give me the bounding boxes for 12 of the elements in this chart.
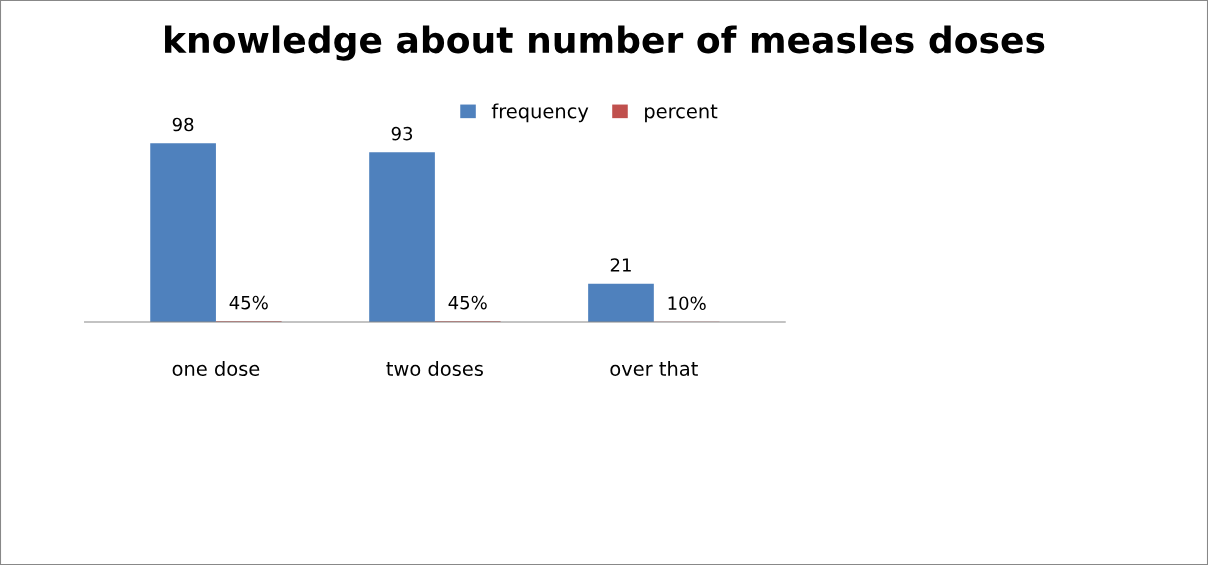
data-label: 45% <box>448 295 487 310</box>
data-label: 21 <box>610 258 631 272</box>
data-label: 10% <box>668 296 706 311</box>
x-tick-label: two doses <box>386 360 483 376</box>
chart-title: knowledge about number of measles doses <box>165 25 1045 61</box>
legend-label: frequency <box>491 103 589 123</box>
x-tick-label: one dose <box>172 360 260 376</box>
legend-label: percent <box>645 104 718 123</box>
data-label: 93 <box>391 126 413 141</box>
data-label: 45% <box>229 295 268 310</box>
data-label: 98 <box>172 117 194 132</box>
x-tick-label: over that <box>610 360 698 376</box>
